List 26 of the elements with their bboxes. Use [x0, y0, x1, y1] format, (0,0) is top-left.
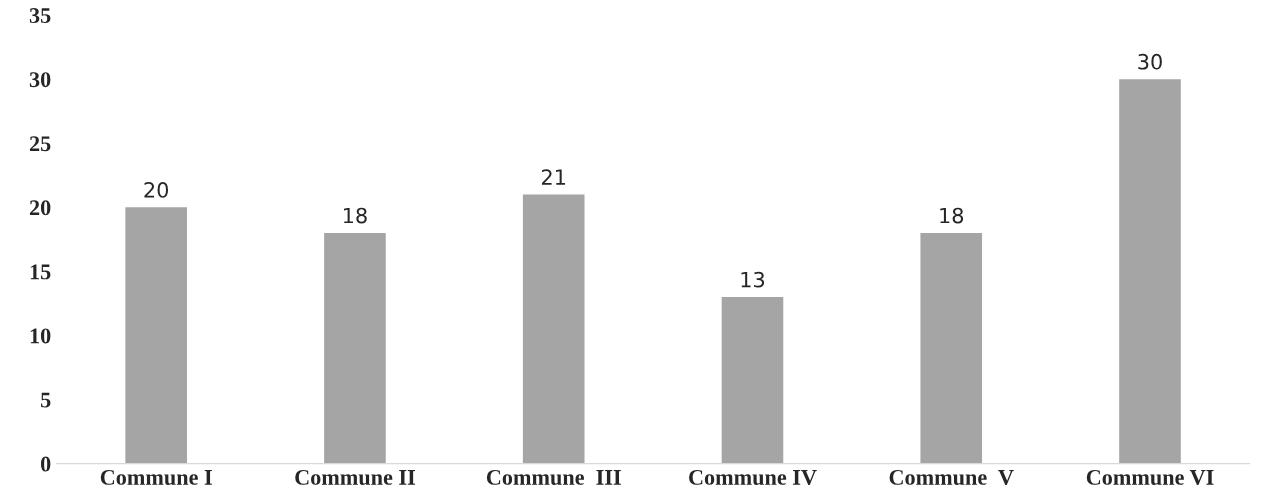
y-tick-label: 20 — [29, 200, 51, 216]
bar — [721, 297, 784, 464]
x-tick-label: Commune IV — [689, 469, 817, 485]
x-tick-label: Commune II — [295, 469, 415, 485]
y-tick-label: 5 — [41, 392, 51, 408]
y-tick-label: 10 — [30, 328, 51, 344]
x-tick-label: Commune I — [100, 469, 212, 485]
data-label: 18 — [940, 207, 964, 224]
data-label: 20 — [144, 182, 169, 198]
y-tick-label: 25 — [29, 136, 51, 152]
bar — [920, 232, 983, 464]
y-tick-label: 35 — [29, 8, 51, 24]
bar — [125, 207, 187, 464]
bar — [324, 232, 386, 464]
x-tick-label: Commune III — [486, 469, 621, 485]
x-tick-label: Commune VI — [1086, 469, 1214, 485]
y-tick-label: 0 — [40, 456, 51, 472]
bar — [522, 194, 585, 464]
y-tick-label: 15 — [30, 264, 51, 280]
x-tick-label: Commune V — [889, 469, 1014, 485]
y-tick-label: 30 — [29, 72, 51, 88]
data-label: 21 — [541, 169, 566, 185]
bar — [1119, 79, 1181, 464]
data-label: 30 — [1138, 53, 1162, 70]
data-label: 13 — [741, 271, 765, 288]
data-label: 18 — [343, 207, 367, 224]
